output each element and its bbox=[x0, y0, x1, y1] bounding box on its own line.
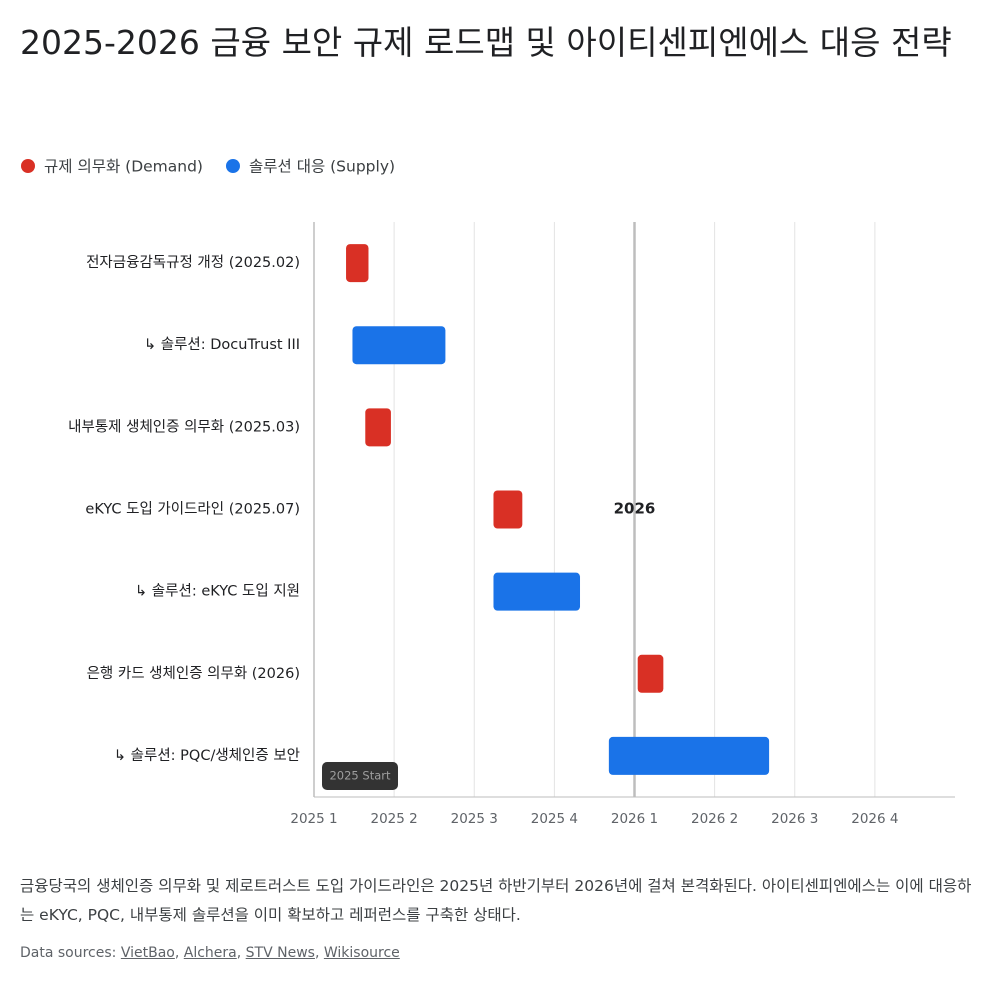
source-links: VietBao, Alchera, STV News, Wikisource bbox=[120, 945, 400, 961]
y-tick-label: 내부통제 생체인증 의무화 (2025.03) bbox=[68, 418, 300, 435]
x-tick-label: 2026 4 bbox=[851, 811, 898, 827]
x-tick-label: 2026 1 bbox=[611, 811, 658, 827]
bar bbox=[493, 572, 581, 611]
y-tick-label: ↳ 솔루션: DocuTrust III bbox=[144, 336, 300, 353]
chart: 규제 의무화 (Demand) 솔루션 대응 (Supply) 2025 1 2025… bbox=[21, 158, 955, 827]
chart-title: 2025-2026 금융 보안 규제 로드맵 및 아이티센피엔에스 대응 전략 bbox=[20, 23, 952, 62]
x-tick-label: 2025 4 bbox=[531, 811, 578, 827]
source-link[interactable]: Alchera bbox=[183, 945, 237, 961]
y-tick-label: ↳ 솔루션: eKYC 도입 지원 bbox=[135, 583, 300, 600]
bar bbox=[637, 654, 664, 693]
legend-label: 규제 의무화 (Demand) bbox=[44, 158, 203, 176]
bar bbox=[346, 244, 369, 283]
bar bbox=[352, 326, 446, 365]
annotation-box bbox=[322, 762, 398, 790]
bar bbox=[365, 408, 391, 447]
x-tick-label: 2025 3 bbox=[451, 811, 498, 827]
y-tick-label: 은행 카드 생체인증 의무화 (2026) bbox=[87, 665, 300, 682]
source-link[interactable]: Wikisource bbox=[323, 945, 400, 961]
sources-label: Data sources: bbox=[20, 945, 117, 961]
bar bbox=[608, 736, 770, 775]
source-link[interactable]: VietBao bbox=[120, 945, 175, 961]
annotation-label: 2025 Start bbox=[329, 769, 391, 783]
y-tick-label: ↳ 솔루션: PQC/생체인증 보안 bbox=[114, 747, 300, 764]
legend-marker bbox=[21, 159, 35, 173]
y-tick-label: 전자금융감독규정 개정 (2025.02) bbox=[86, 254, 300, 271]
x-tick-label: 2025 1 bbox=[290, 811, 337, 827]
x-tick-label: 2026 3 bbox=[771, 811, 818, 827]
legend-label: 솔루션 대응 (Supply) bbox=[249, 158, 395, 176]
y-tick-label: eKYC 도입 가이드라인 (2025.07) bbox=[85, 501, 300, 518]
bar bbox=[493, 490, 523, 529]
x-tick-label: 2026 2 bbox=[691, 811, 738, 827]
description: 금융당국의 생체인증 의무화 및 제로트러스트 도입 가이드라인은 2025년 … bbox=[20, 877, 972, 924]
x-tick-label: 2025 2 bbox=[371, 811, 418, 827]
reference-label: 2026 bbox=[614, 500, 656, 518]
legend-marker bbox=[225, 159, 240, 173]
sources: Data sources: VietBao, Alchera, STV News… bbox=[20, 945, 400, 961]
source-link[interactable]: STV News bbox=[245, 945, 315, 961]
